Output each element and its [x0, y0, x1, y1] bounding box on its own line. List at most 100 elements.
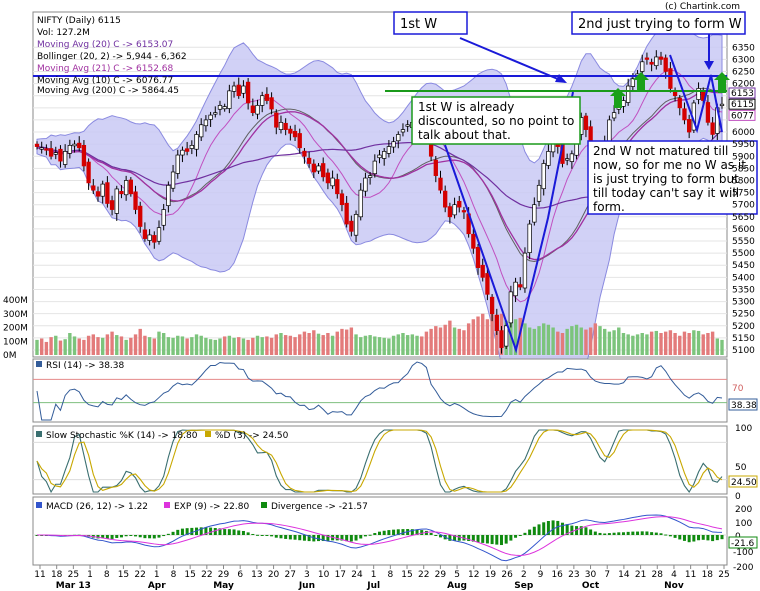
volume-bar — [649, 331, 654, 355]
x-day-label: 20 — [268, 570, 280, 580]
volume-bar — [617, 327, 621, 355]
macd-divergence-bar — [209, 527, 213, 535]
macd-divergence-bar — [706, 535, 710, 541]
volume-bar — [208, 339, 213, 355]
volume-bar — [307, 333, 311, 355]
volume-bar — [452, 327, 457, 355]
note-two-line-3: is just trying to form but — [593, 172, 739, 186]
macd-divergence-bar — [293, 535, 297, 540]
macd-divergence-bar — [598, 532, 602, 535]
macd-divergence-bar — [373, 533, 377, 535]
candle-down — [34, 143, 40, 147]
volume-bar — [283, 335, 288, 355]
x-day-label: 8 — [171, 570, 177, 580]
x-day-label: 10 — [318, 570, 330, 580]
price-tick-label: 5100 — [732, 346, 755, 356]
macd-divergence-bar — [664, 534, 668, 536]
rsi-last-box — [728, 398, 758, 411]
macd-divergence-bar — [682, 535, 686, 541]
macd-divergence-bar — [687, 535, 691, 543]
bollinger-legend: Bollinger (20, 2) -> 5,944 - 6,362 — [37, 52, 187, 62]
candle-down — [489, 296, 495, 315]
volume-bar — [218, 338, 222, 355]
candle-up — [100, 183, 105, 197]
macd-divergence-bar — [171, 531, 175, 535]
price-last-label: 6153 — [731, 89, 754, 99]
candle-down — [438, 177, 443, 191]
x-day-label: 15 — [184, 570, 195, 580]
first-w-label: 1st W — [400, 17, 437, 32]
volume-bar — [373, 336, 377, 355]
x-day-label: 24 — [351, 570, 363, 580]
x-day-label: 29 — [435, 570, 447, 580]
volume-bar — [588, 327, 593, 355]
candle-down — [443, 190, 448, 208]
arrow-head-second-w — [704, 61, 714, 70]
macd-divergence-bar — [654, 532, 658, 535]
x-month-label: Apr — [148, 581, 166, 591]
sma200-legend: Moving Avg (200) C -> 5864.45 — [37, 86, 179, 96]
candle-up — [227, 90, 232, 109]
macd-divergence-bar — [410, 529, 414, 535]
macd-divergence-bar — [213, 528, 217, 535]
volume-bar — [190, 337, 194, 355]
macd-divergence-bar — [237, 530, 241, 535]
candle-up — [67, 145, 72, 154]
macd-divergence-bar — [560, 522, 564, 535]
price-tick-label: 5750 — [732, 189, 755, 199]
macd-line — [36, 514, 723, 562]
macd-divergence-bar — [251, 533, 255, 535]
macd-divergence-bar — [650, 532, 654, 535]
macd-divergence-bar — [453, 535, 457, 541]
macd-tick-200: 200 — [735, 505, 752, 515]
candle-up — [569, 153, 575, 162]
candle-up — [255, 105, 260, 115]
volume-bar — [382, 337, 386, 355]
macd-divergence-bar — [528, 529, 532, 535]
volume-bar — [678, 335, 682, 355]
rsi-plot — [33, 361, 727, 421]
price-tick-label: 5650 — [732, 213, 755, 223]
candle-down — [91, 185, 96, 191]
price-last-badge — [728, 98, 756, 110]
first-w-label-box: 1st W — [393, 11, 468, 35]
candle-up — [39, 147, 44, 150]
volume-bar — [63, 339, 67, 355]
volume-bar — [340, 328, 344, 355]
volume-bar — [490, 312, 494, 355]
volume-bar — [298, 334, 302, 355]
volume-bar — [542, 323, 546, 355]
volume-bar — [359, 337, 363, 355]
macd-divergence-bar — [607, 533, 611, 535]
candle-up — [536, 184, 542, 202]
macd-divergence-bar — [457, 535, 461, 541]
macd-divergence-bar — [645, 531, 649, 535]
candle-down — [311, 163, 316, 173]
volume-bar — [138, 328, 142, 355]
macd-divergence-bar — [387, 530, 391, 535]
macd-divergence-bar — [96, 535, 100, 539]
volume-bar — [246, 339, 250, 355]
macd-divergence-bar — [274, 535, 278, 538]
macd-divergence-bar — [288, 535, 292, 540]
volume-bar — [269, 337, 274, 355]
x-day-label: 18 — [51, 570, 63, 580]
macd-divergence-bar — [711, 535, 715, 542]
macd-divergence-bar — [176, 529, 180, 535]
volume-bar — [194, 334, 199, 355]
candle-down — [433, 159, 438, 176]
stochastic-tick-50: 50 — [735, 463, 747, 473]
macd-divergence-bar — [692, 535, 696, 542]
macd-divergence-bar — [546, 521, 550, 535]
volume-bar — [143, 335, 147, 355]
macd-divergence-bar — [701, 535, 705, 540]
macd-divergence-bar — [190, 527, 194, 535]
x-day-label: 25 — [718, 570, 729, 580]
candle-down — [663, 57, 668, 72]
candle-down — [297, 133, 302, 149]
candle-up — [353, 214, 359, 236]
candle-down — [128, 179, 133, 195]
stochastic-last-value: 24.50 — [731, 478, 757, 488]
x-day-label: 27 — [285, 570, 296, 580]
candle-up — [696, 88, 701, 100]
